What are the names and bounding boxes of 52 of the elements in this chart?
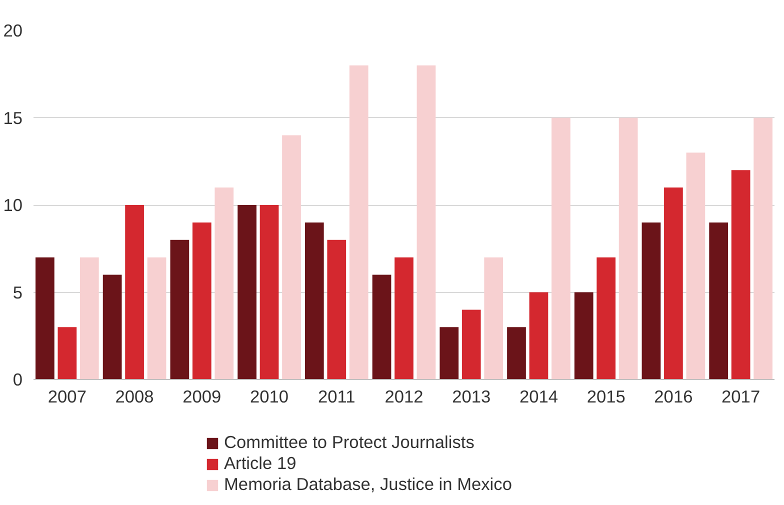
bar [170, 240, 190, 380]
bar [282, 135, 301, 380]
bar [372, 274, 392, 380]
bar [214, 188, 234, 380]
bar [147, 257, 166, 380]
bar [618, 118, 638, 380]
x-tick-label: 2009 [182, 386, 222, 406]
x-tick-label: 2014 [519, 386, 558, 406]
bar [686, 152, 706, 380]
x-tick-label: 2008 [115, 386, 154, 406]
bar [102, 274, 122, 380]
bar [394, 257, 414, 380]
bar [642, 222, 661, 380]
bar [664, 188, 683, 380]
bar [529, 292, 548, 380]
x-tick-label: 2010 [250, 386, 289, 406]
bar [754, 118, 772, 380]
bar [574, 292, 594, 380]
bar [731, 170, 750, 380]
bar [440, 327, 459, 380]
bar [349, 65, 368, 380]
x-tick-label: 2012 [384, 386, 424, 406]
bar [507, 327, 526, 380]
bar [304, 222, 324, 380]
bar [36, 257, 54, 380]
x-tick-label: 2011 [318, 386, 356, 406]
x-tick-label: 2017 [722, 386, 760, 406]
y-tick-label: 0 [12, 370, 23, 390]
bar [484, 257, 504, 380]
bar [192, 222, 212, 380]
legend-label: Memoria Database, Justice in Mexico [224, 474, 512, 495]
y-tick-label: 5 [12, 282, 23, 302]
legend-label: Article 19 [224, 453, 296, 474]
bar [238, 205, 256, 380]
x-tick-label: 2015 [586, 386, 626, 406]
x-tick-label: 2016 [654, 386, 693, 406]
x-tick-label: 2007 [48, 386, 86, 406]
bar [260, 205, 279, 380]
bar [80, 257, 99, 380]
bar [552, 118, 570, 380]
bar [709, 222, 728, 380]
bar [327, 240, 346, 380]
bar [58, 327, 77, 380]
y-tick-label: 10 [3, 195, 23, 215]
bar [462, 310, 481, 380]
legend-label: Committee to Protect Journalists [224, 432, 474, 453]
bar [416, 65, 436, 380]
y-tick-label: 15 [3, 108, 23, 128]
bar [596, 257, 616, 380]
y-tick-label: 20 [3, 20, 23, 40]
x-tick-label: 2013 [452, 386, 491, 406]
bar [125, 205, 144, 380]
